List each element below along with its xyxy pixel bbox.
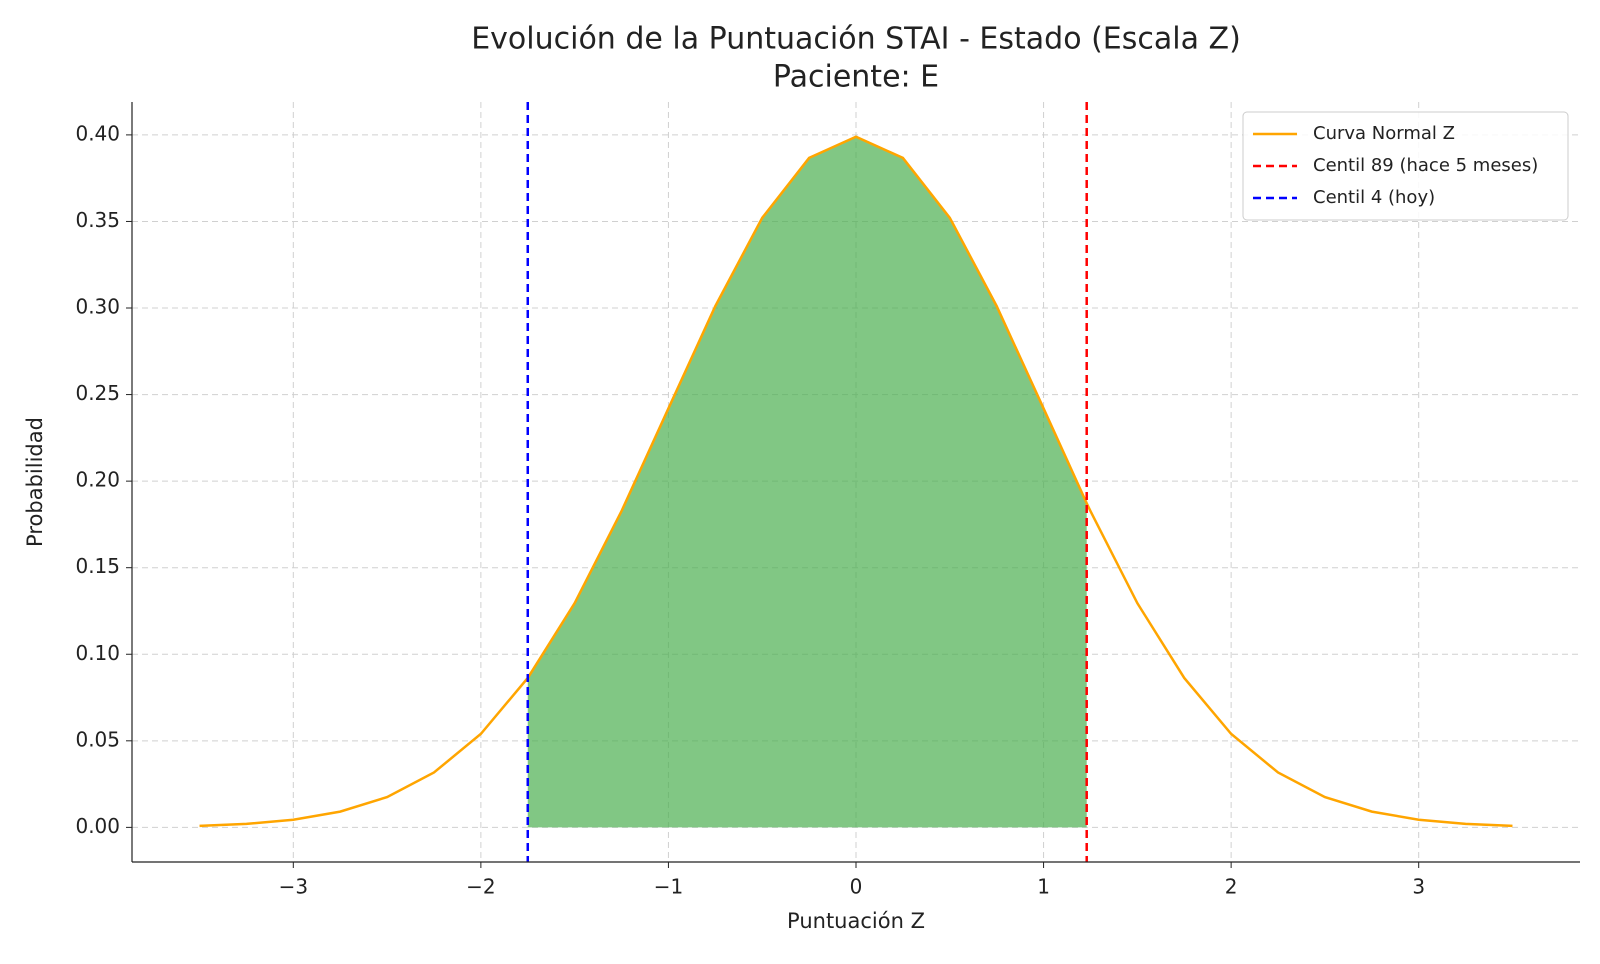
y-tick-label: 0.00 [75, 814, 120, 838]
y-tick-label: 0.25 [75, 381, 120, 405]
legend: Curva Normal Z Centil 89 (hace 5 meses) Ce… [1242, 111, 1569, 221]
x-tick-label: 0 [850, 875, 863, 899]
shaded-area [527, 136, 1087, 828]
x-tick-label: −3 [279, 875, 308, 899]
y-tick-label: 0.15 [75, 554, 120, 578]
y-tick-label: 0.30 [75, 295, 120, 319]
y-tick-label: 0.35 [75, 208, 120, 232]
legend-box [1242, 111, 1569, 221]
legend-label: Curva Normal Z [1313, 123, 1455, 144]
y-tick-label: 0.40 [75, 121, 120, 145]
y-tick-label: 0.05 [75, 727, 120, 751]
x-tick-label: −1 [654, 875, 683, 899]
x-axis-label: Puntuación Z [787, 909, 925, 933]
legend-label: Centil 89 (hace 5 meses) [1313, 155, 1538, 176]
chart-title: Evolución de la Puntuación STAI - Estado… [471, 22, 1241, 57]
curve-line [199, 135, 1513, 828]
y-axis-label: Probabilidad [23, 417, 47, 547]
y-tick-label: 0.20 [75, 468, 120, 492]
x-tick-label: 1 [1037, 875, 1050, 899]
x-tick-label: 3 [1412, 875, 1425, 899]
legend-label: Centil 4 (hoy) [1313, 187, 1435, 208]
chart-subtitle: Paciente: E [773, 60, 939, 95]
x-tick-label: 2 [1225, 875, 1238, 899]
y-tick-label: 0.10 [75, 641, 120, 665]
x-tick-label: −2 [466, 875, 495, 899]
